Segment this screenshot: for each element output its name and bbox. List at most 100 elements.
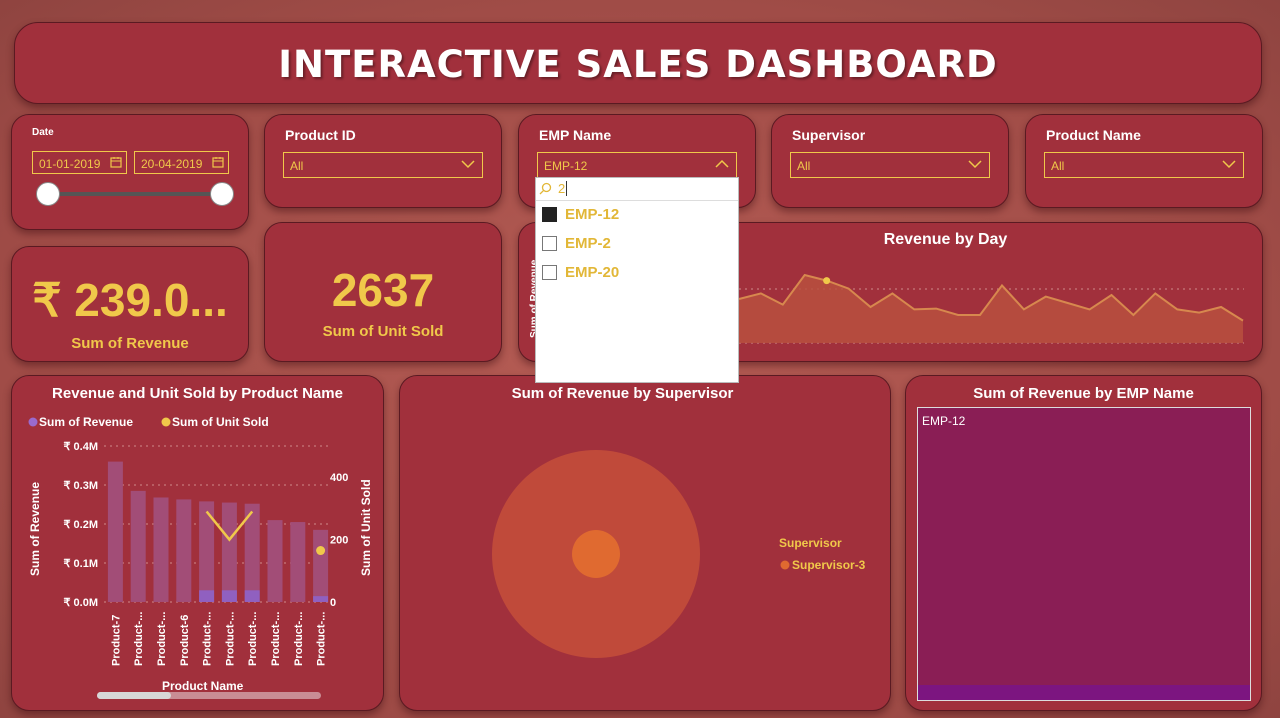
right-tick-label: 0: [330, 597, 336, 609]
supervisor-chart-card: Sum of Revenue by Supervisor Supervisor …: [399, 375, 891, 711]
slicer-title: Product ID: [285, 127, 356, 143]
product-name-dropdown[interactable]: All: [1044, 152, 1244, 178]
legend-marker: [780, 560, 790, 570]
chevron-up-icon[interactable]: [714, 156, 730, 172]
revenue-bar[interactable]: [176, 499, 192, 602]
checkbox-checked[interactable]: [542, 206, 557, 222]
units-line: [205, 510, 254, 542]
dropdown-value: All: [290, 159, 304, 173]
product-id-dropdown[interactable]: All: [283, 152, 483, 178]
dropdown-option-emp-2[interactable]: EMP-2: [542, 232, 611, 254]
text-cursor: [566, 181, 567, 196]
x-tick-label: Product-6: [179, 615, 191, 666]
option-label: EMP-12: [565, 205, 620, 223]
dropdown-value: All: [1051, 159, 1065, 173]
emp-chart-card: Sum of Revenue by EMP Name EMP-12: [905, 375, 1262, 711]
slicer-title: Supervisor: [792, 127, 866, 143]
search-input[interactable]: 2: [558, 181, 566, 196]
chart-title: Revenue and Unit Sold by Product Name: [52, 385, 343, 402]
y-tick-label: ₹ 0.0M: [63, 597, 98, 609]
chart-title: Sum of Revenue by EMP Name: [973, 385, 1194, 402]
date-range-start-handle[interactable]: [36, 182, 60, 206]
revenue-bar[interactable]: [221, 502, 237, 602]
revenue-bar-selected[interactable]: [221, 590, 237, 602]
units-kpi-value: 2637: [331, 264, 435, 316]
revenue-bar[interactable]: [199, 501, 215, 602]
legend-item-supervisor-3[interactable]: Supervisor-3: [792, 558, 866, 572]
chevron-down-icon[interactable]: [967, 156, 983, 172]
product-id-slicer: Product ID All: [264, 114, 502, 208]
revenue-bar[interactable]: [290, 522, 306, 602]
option-label: EMP-2: [565, 234, 611, 252]
x-tick-label: Product-...: [270, 612, 282, 666]
pie-slice-highlight[interactable]: [572, 530, 620, 578]
revenue-kpi-card: ₹ 239.0... Sum of Revenue: [11, 246, 249, 362]
y-axis-label: Sum of Revenue: [529, 259, 540, 338]
chevron-down-icon[interactable]: [1221, 156, 1237, 172]
revenue-bar[interactable]: [130, 490, 146, 602]
date-range-end-handle[interactable]: [210, 182, 234, 206]
bar-series: [107, 461, 329, 602]
chart-title: Revenue by Day: [883, 231, 1008, 248]
revenue-bar-selected[interactable]: [199, 590, 215, 602]
revenue-kpi-value: ₹ 239.0...: [32, 274, 228, 326]
calendar-icon[interactable]: [110, 156, 122, 168]
product-combo-chart: Sum of Revenue Sum of Unit Sold ₹ 0.4M₹ …: [28, 415, 373, 699]
chevron-down-icon[interactable]: [460, 156, 476, 172]
revenue-bar[interactable]: [313, 529, 329, 602]
supervisor-slicer: Supervisor All: [771, 114, 1009, 208]
x-tick-label: Product-...: [293, 612, 305, 666]
units-point[interactable]: [316, 546, 326, 556]
end-date-field[interactable]: 20-04-2019: [134, 151, 229, 174]
treemap-tile-label: EMP-12: [922, 414, 966, 428]
checkbox[interactable]: [542, 235, 557, 251]
revenue-bar-selected[interactable]: [313, 596, 329, 602]
tick-labels: ₹ 0.4M ₹ 0.3M ₹ 0.2M ₹ 0.1M ₹ 0.0M 400 200 0: [63, 441, 348, 609]
checkbox[interactable]: [542, 264, 557, 280]
chart-title: Sum of Revenue by Supervisor: [511, 385, 734, 402]
revenue-bar[interactable]: [267, 520, 283, 602]
dropdown-option-emp-20[interactable]: EMP-20: [542, 261, 619, 283]
right-tick-label: 200: [330, 535, 348, 547]
revenue-by-day-chart: Sum of Revenue: [529, 259, 1244, 344]
date-slicer: Date 01-01-2019 20-04-2019: [11, 114, 249, 230]
product-chart-card: Revenue and Unit Sold by Product Name Su…: [11, 375, 384, 711]
end-date-value: 20-04-2019: [141, 157, 203, 171]
product-name-slicer: Product Name All: [1025, 114, 1263, 208]
x-tick-label: Product-...: [133, 612, 145, 666]
x-tick-labels: Product-7 Product-... Product-... Product-6…: [110, 612, 327, 666]
scrollbar-thumb[interactable]: [97, 692, 171, 699]
y-tick-label: ₹ 0.3M: [63, 480, 98, 492]
start-date-field[interactable]: 01-01-2019: [32, 151, 127, 174]
revenue-bar-selected[interactable]: [244, 590, 260, 602]
calendar-icon[interactable]: [212, 156, 224, 168]
emp-name-dropdown[interactable]: EMP-12: [537, 152, 737, 178]
right-tick-label: 400: [330, 472, 348, 484]
start-date-value: 01-01-2019: [39, 157, 101, 171]
revenue-bar[interactable]: [107, 461, 123, 602]
revenue-bar[interactable]: [244, 503, 260, 602]
y-tick-label: ₹ 0.1M: [63, 558, 98, 570]
y-tick-label: ₹ 0.4M: [63, 441, 98, 453]
x-tick-label: Product-7: [110, 615, 122, 666]
revenue-bar[interactable]: [153, 497, 169, 602]
data-point[interactable]: [823, 277, 831, 285]
dropdown-value: EMP-12: [544, 159, 588, 173]
right-axis-title: Sum of Unit Sold: [359, 479, 373, 576]
area-fill: [739, 275, 1243, 343]
legend-marker-units: [161, 417, 171, 427]
left-axis-title: Sum of Revenue: [28, 482, 42, 576]
supervisor-dropdown[interactable]: All: [790, 152, 990, 178]
dropdown-value: All: [797, 159, 811, 173]
legend-title: Supervisor: [779, 536, 842, 550]
x-tick-label: Product-...: [156, 612, 168, 666]
legend-units[interactable]: Sum of Unit Sold: [172, 415, 269, 429]
x-tick-label: Product-...: [202, 612, 214, 666]
legend-revenue[interactable]: Sum of Revenue: [39, 415, 133, 429]
y-tick-label: ₹ 0.2M: [63, 519, 98, 531]
treemap-tile-selected: [918, 685, 1250, 700]
date-range-track[interactable]: [47, 192, 221, 196]
treemap-tile-emp-12[interactable]: EMP-12: [917, 407, 1251, 701]
dropdown-option-emp-12[interactable]: EMP-12: [542, 203, 619, 225]
dropdown-search: 2: [536, 178, 738, 201]
